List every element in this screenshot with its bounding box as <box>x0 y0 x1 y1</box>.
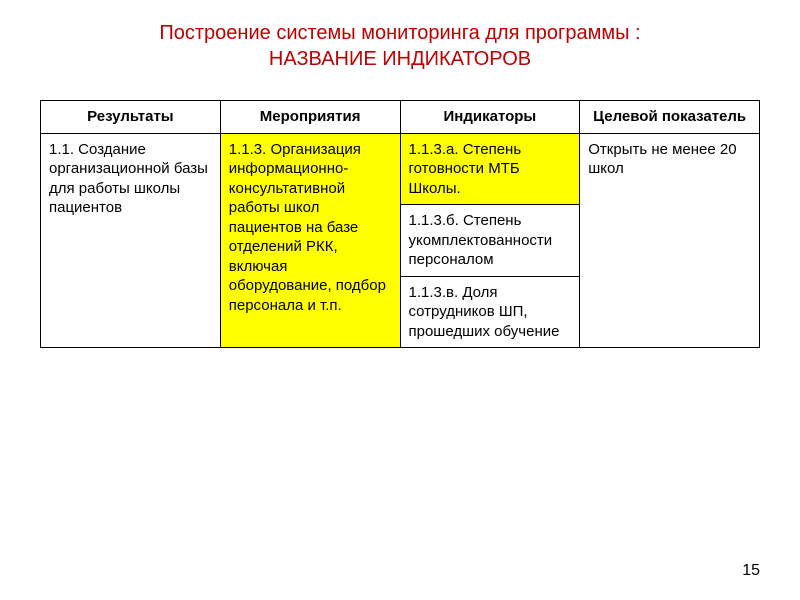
cell-indicator-b: 1.1.3.б. Степень укомплектованности перс… <box>400 205 580 277</box>
page-number: 15 <box>742 562 760 580</box>
cell-results: 1.1. Создание организационной базы для р… <box>41 133 221 348</box>
page-title: Построение системы мониторинга для прогр… <box>40 20 760 72</box>
header-target: Целевой показатель <box>580 101 760 134</box>
indicators-table: Результаты Мероприятия Индикаторы Целево… <box>40 100 760 348</box>
header-results: Результаты <box>41 101 221 134</box>
cell-indicator-c: 1.1.3.в. Доля сотрудников ШП, прошедших … <box>400 276 580 348</box>
header-activities: Мероприятия <box>220 101 400 134</box>
title-line-2: НАЗВАНИЕ ИНДИКАТОРОВ <box>269 48 531 70</box>
cell-indicator-a: 1.1.3.а. Степень готовности МТБ Школы. <box>400 133 580 205</box>
cell-target: Открыть не менее 20 школ <box>580 133 760 348</box>
title-line-1: Построение системы мониторинга для прогр… <box>159 22 640 44</box>
table-row: 1.1. Создание организационной базы для р… <box>41 133 760 205</box>
cell-activities: 1.1.3. Организация информационно-консуль… <box>220 133 400 348</box>
table-header-row: Результаты Мероприятия Индикаторы Целево… <box>41 101 760 134</box>
header-indicators: Индикаторы <box>400 101 580 134</box>
